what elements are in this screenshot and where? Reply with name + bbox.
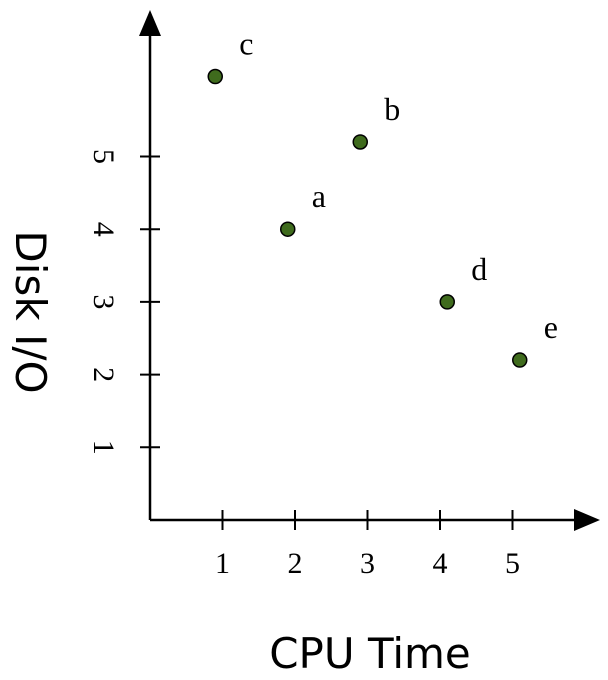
x-tick-label: 2 (288, 547, 303, 580)
data-point-b (352, 134, 368, 150)
point-label-d: d (471, 251, 487, 287)
data-points: c b a d e (207, 26, 558, 368)
point-label-a: a (312, 178, 326, 214)
y-tick-label: 3 (87, 294, 120, 309)
data-point-c (207, 68, 223, 85)
y-tick-label: 1 (87, 440, 120, 455)
data-point-a (280, 221, 296, 237)
point-label-c: c (239, 26, 253, 62)
x-tick-label: 1 (215, 547, 230, 580)
x-tick-label: 3 (360, 547, 375, 580)
x-axis-arrow (574, 509, 600, 531)
y-tick-label: 4 (87, 222, 120, 237)
data-point-e (512, 352, 528, 368)
y-tick-label: 5 (87, 149, 120, 164)
x-tick-label: 4 (433, 547, 448, 580)
point-label-e: e (544, 309, 558, 345)
x-tick-label: 5 (505, 547, 520, 580)
y-tick-label: 2 (87, 367, 120, 382)
y-axis-arrow (139, 10, 161, 36)
x-axis-title: CPU Time (269, 629, 471, 678)
data-point-d (439, 294, 455, 310)
y-ticks: 1 2 3 4 5 (87, 149, 160, 455)
point-label-b: b (384, 91, 400, 127)
axes (139, 10, 600, 531)
x-ticks: 1 2 3 4 5 (215, 510, 520, 580)
y-axis-title: Disk I/O (6, 230, 55, 393)
